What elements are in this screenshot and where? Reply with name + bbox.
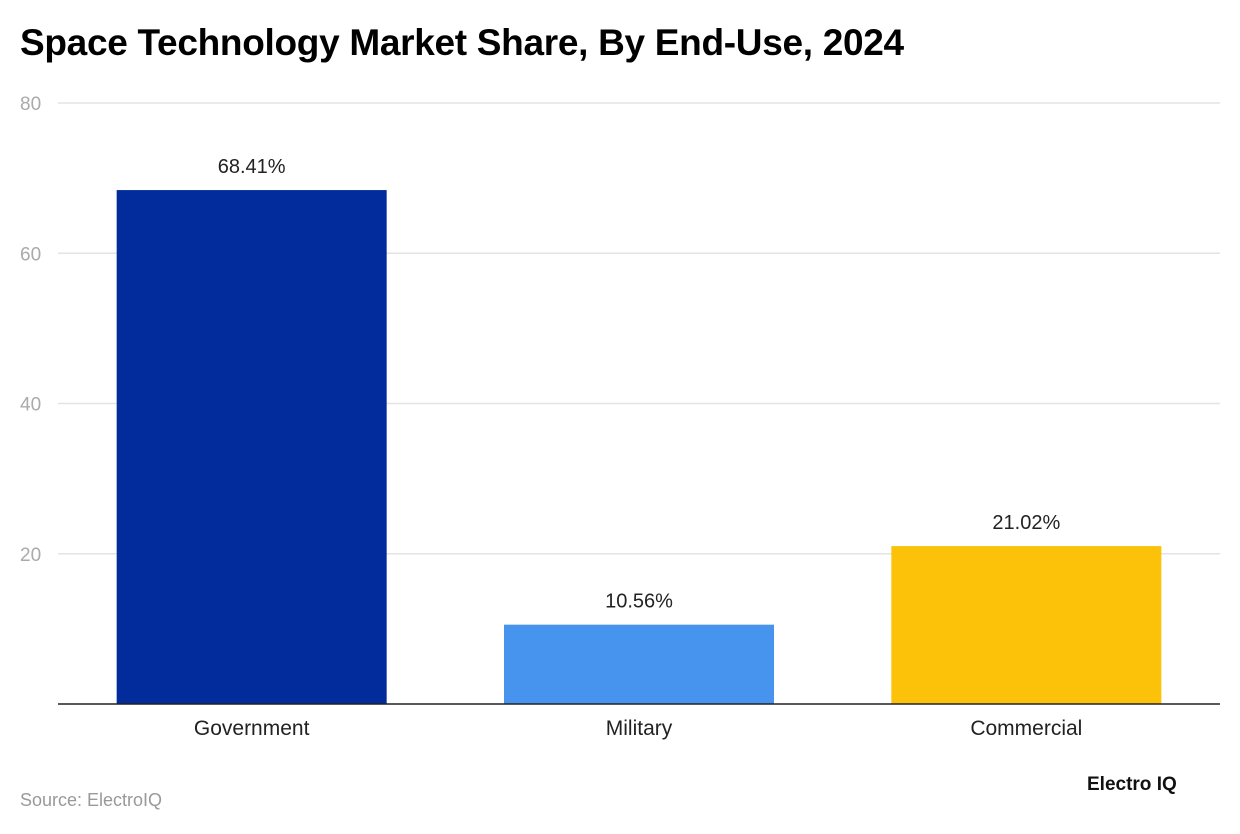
y-tick-label: 80 (20, 94, 41, 115)
y-tick-label: 20 (20, 545, 41, 566)
x-tick-label: Commercial (970, 717, 1082, 740)
electroiq-logo: Electro IQ (1087, 774, 1177, 795)
data-label: 10.56% (605, 591, 673, 613)
bar-military (504, 624, 774, 704)
bar-commercial (891, 546, 1162, 704)
bar-government (116, 190, 387, 704)
source-note: Source: ElectroIQ (20, 790, 163, 810)
x-tick-label: Military (606, 717, 673, 740)
y-tick-label: 60 (20, 244, 41, 265)
data-label: 21.02% (992, 512, 1060, 534)
data-label: 68.41% (218, 156, 286, 178)
y-tick-label: 40 (20, 395, 41, 416)
x-tick-label: Government (194, 717, 310, 740)
chart-title: Space Technology Market Share, By End-Us… (20, 22, 904, 63)
